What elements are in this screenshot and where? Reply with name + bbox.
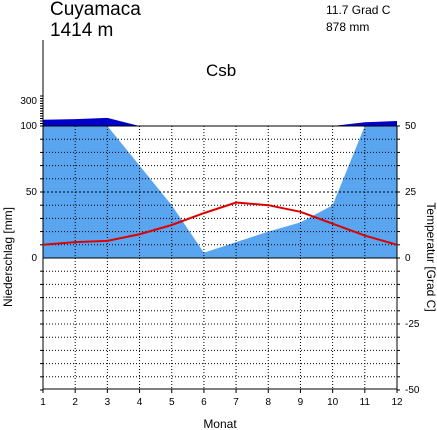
y-right-tick-label: 25 [405,187,417,198]
y-right-tick-label: -25 [405,319,420,330]
x-axis-label: Monat [203,417,237,430]
y-left-tick-label: 50 [26,187,38,198]
precipitation-area-layer [43,117,397,258]
y-right-tick-label: 0 [405,253,411,264]
x-tick-label: 1 [40,397,46,408]
x-tick-label: 7 [233,397,239,408]
x-tick-label: 5 [169,397,175,408]
station-name: Cuyamaca [50,0,141,20]
x-tick-label: 11 [360,397,371,408]
x-tick-label: 6 [201,397,207,408]
y-right-tick-label: 50 [405,121,417,132]
station-elevation: 1414 m [50,20,114,41]
x-tick-label: 10 [327,397,339,408]
x-tick-label: 9 [298,397,304,408]
mean-temperature: 11.7 Grad C [326,3,391,17]
y-left-tick-label: 300 [20,96,37,107]
y-axis-right-label: Temperatur [Grad C] [424,202,437,311]
grid-layer [43,126,397,389]
y-left-tick-label: 0 [31,253,37,264]
y-axis-left-label: Niederschlag [mm] [1,207,15,307]
x-tick-label: 8 [265,397,271,408]
precipitation-excess-area [43,117,397,126]
precipitation-area [43,126,397,258]
x-tick-label: 2 [72,397,78,408]
temperature-layer [42,201,398,246]
x-tick-label: 12 [391,397,403,408]
climate-class-label: Csb [206,61,237,80]
axes-layer [40,40,400,393]
y-left-tick-label: 100 [20,121,37,132]
annual-precipitation: 878 mm [326,20,370,34]
temperature-line [42,201,398,246]
y-right-tick-label: -50 [405,385,420,396]
x-tick-label: 3 [105,397,111,408]
x-tick-label: 4 [137,397,143,408]
